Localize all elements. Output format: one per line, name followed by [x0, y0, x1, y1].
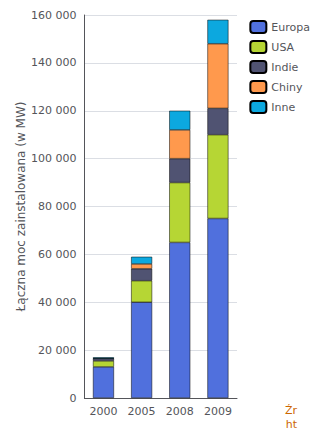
- svg-text:2008: 2008: [166, 405, 194, 418]
- svg-text:140 000: 140 000: [31, 56, 77, 69]
- svg-text:ht: ht: [286, 418, 298, 431]
- svg-text:20 000: 20 000: [38, 344, 77, 357]
- svg-text:2000: 2000: [89, 405, 117, 418]
- svg-text:2005: 2005: [128, 405, 156, 418]
- svg-text:120 000: 120 000: [31, 104, 77, 117]
- svg-text:Indie: Indie: [271, 61, 298, 74]
- svg-text:100 000: 100 000: [31, 152, 77, 165]
- svg-text:Inne: Inne: [271, 101, 295, 114]
- svg-text:60 000: 60 000: [38, 248, 77, 261]
- svg-text:Chiny: Chiny: [271, 81, 303, 94]
- svg-text:Źr: Źr: [285, 404, 298, 417]
- svg-text:Europa: Europa: [271, 21, 310, 34]
- svg-text:USA: USA: [271, 41, 294, 54]
- svg-text:40 000: 40 000: [38, 296, 77, 309]
- svg-text:0: 0: [69, 392, 76, 405]
- svg-text:160 000: 160 000: [31, 9, 77, 22]
- svg-text:2009: 2009: [204, 405, 232, 418]
- svg-text:80 000: 80 000: [38, 200, 77, 213]
- svg-text:Łączna moc zainstalowana (w MW: Łączna moc zainstalowana (w MW): [14, 102, 28, 313]
